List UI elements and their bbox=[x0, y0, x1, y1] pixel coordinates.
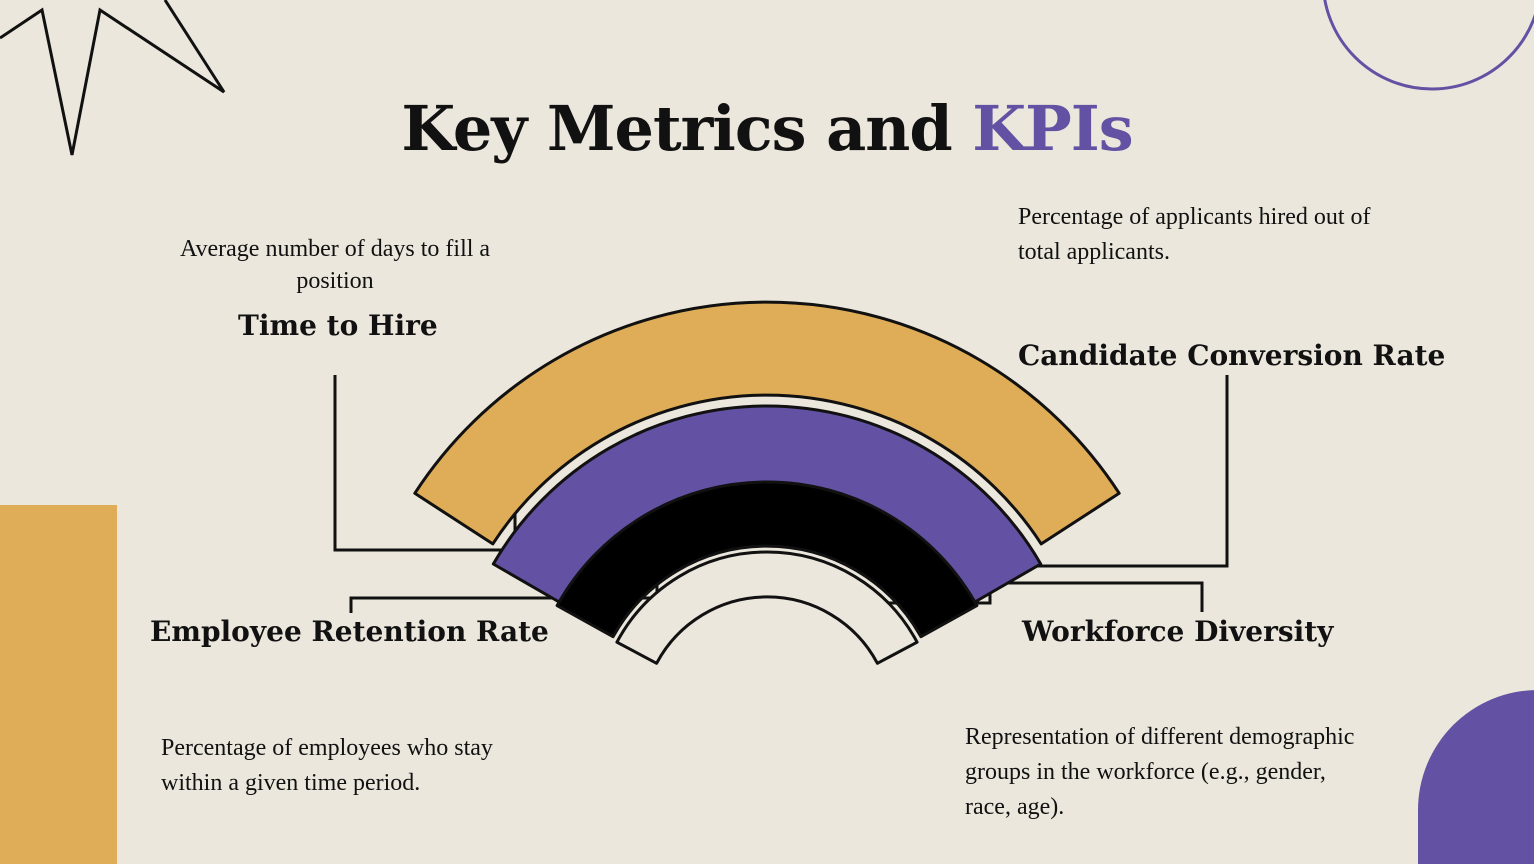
purple-quarter-circle bbox=[1418, 690, 1534, 864]
title-main: Key Metrics and bbox=[401, 92, 952, 165]
workforce-diversity-description: Representation of different demographic … bbox=[965, 724, 1355, 820]
title-accent: KPIs bbox=[972, 92, 1133, 165]
workforce-diversity-label: Workforce Diversity bbox=[1022, 615, 1334, 648]
employee-retention-label: Employee Retention Rate bbox=[150, 615, 549, 648]
arc-time-to-hire bbox=[413, 300, 1121, 546]
star-outline-icon bbox=[0, 0, 226, 156]
concentric-arcs bbox=[413, 300, 1121, 665]
connector-time-to-hire bbox=[333, 375, 517, 552]
time-to-hire-label: Time to Hire bbox=[238, 309, 438, 342]
employee-retention-description: Percentage of employees who stay within … bbox=[161, 735, 493, 796]
gold-rectangle bbox=[0, 505, 117, 864]
candidate-conversion-label: Candidate Conversion Rate bbox=[1018, 339, 1446, 372]
candidate-conversion-description: Percentage of applicants hired out of to… bbox=[1018, 204, 1371, 265]
circle-outline-icon bbox=[1323, 0, 1534, 91]
arc-employee-retention bbox=[555, 480, 979, 639]
page-title: Key Metrics and KPIs bbox=[0, 92, 1534, 165]
arc-workforce-diversity bbox=[615, 550, 919, 665]
time-to-hire-description: Average number of days to fill a positio… bbox=[179, 236, 491, 294]
